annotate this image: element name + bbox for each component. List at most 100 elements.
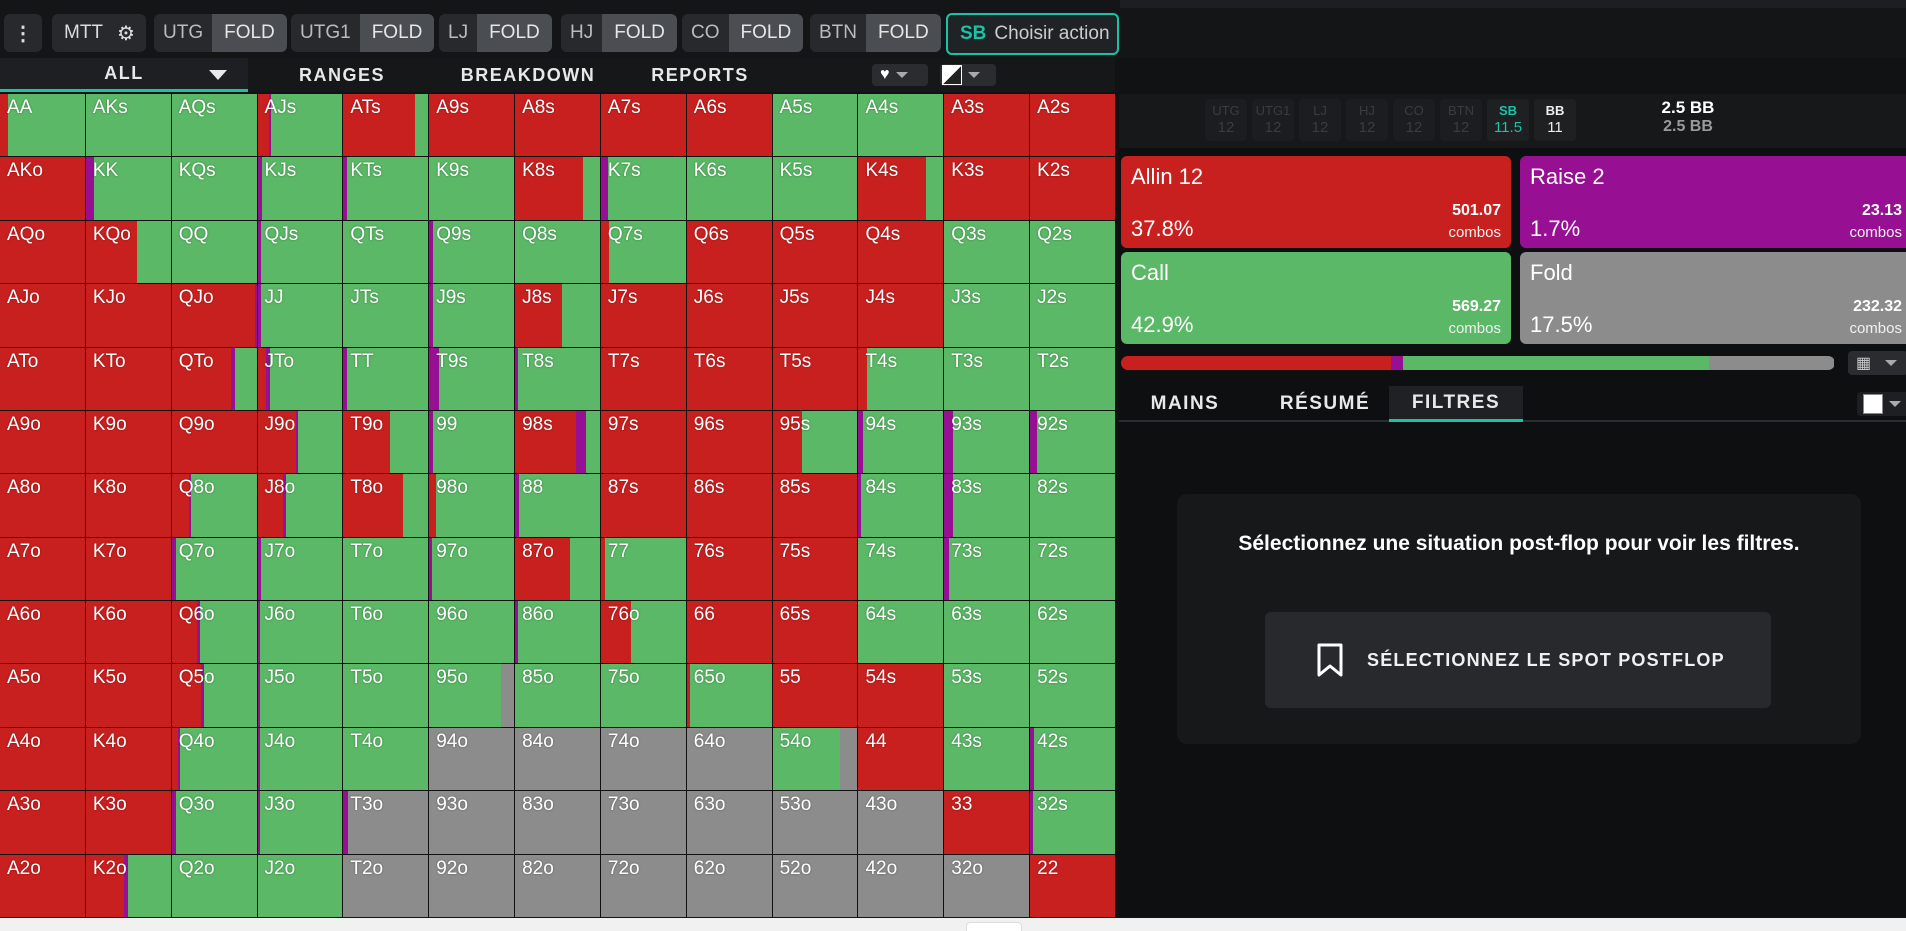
hand-cell[interactable]: Q9s bbox=[429, 220, 515, 284]
stack-sb[interactable]: SB 11.5 bbox=[1487, 99, 1529, 141]
action-card-fold[interactable]: Fold 17.5% 232.32 combos bbox=[1520, 252, 1906, 344]
hand-cell[interactable]: AQs bbox=[171, 94, 257, 157]
hand-cell[interactable]: A4s bbox=[858, 94, 944, 157]
hand-cell[interactable]: T4o bbox=[343, 727, 429, 791]
hand-cell[interactable]: A9o bbox=[0, 410, 85, 474]
position-utg1[interactable]: UTG1 FOLD bbox=[291, 14, 435, 52]
hand-cell[interactable]: AQo bbox=[0, 220, 85, 284]
hand-cell[interactable]: 33 bbox=[944, 791, 1030, 854]
hand-cell[interactable]: 94o bbox=[429, 727, 515, 791]
mtt-settings-button[interactable]: MTT ⚙ bbox=[52, 14, 146, 52]
hand-cell[interactable]: T9s bbox=[429, 347, 515, 410]
hand-cell[interactable]: KQs bbox=[171, 157, 257, 220]
hand-cell[interactable]: K6s bbox=[686, 157, 772, 220]
hand-cell[interactable]: 76o bbox=[600, 601, 686, 664]
hand-cell[interactable]: A5o bbox=[0, 664, 85, 727]
color-mode-dropdown[interactable] bbox=[940, 64, 996, 86]
tab-resume[interactable]: RÉSUMÉ bbox=[1279, 393, 1371, 414]
hand-cell[interactable]: T2o bbox=[343, 854, 429, 917]
hand-cell[interactable]: 97s bbox=[600, 410, 686, 474]
hand-cell[interactable]: A4o bbox=[0, 727, 85, 791]
hand-cell[interactable]: J5s bbox=[772, 284, 858, 347]
hand-cell[interactable]: JJ bbox=[257, 284, 343, 347]
hand-cell[interactable]: 76s bbox=[686, 537, 772, 601]
hand-cell[interactable]: 87o bbox=[515, 537, 600, 601]
hand-cell[interactable]: QQ bbox=[171, 220, 257, 284]
hand-cell[interactable]: AJo bbox=[0, 284, 85, 347]
hand-cell[interactable]: J6o bbox=[257, 601, 343, 664]
hand-cell[interactable]: K9o bbox=[85, 410, 171, 474]
tab-mains[interactable]: MAINS bbox=[1150, 393, 1220, 414]
hand-cell[interactable]: KQo bbox=[85, 220, 171, 284]
hand-cell[interactable]: Q2o bbox=[171, 854, 257, 917]
hand-cell[interactable]: J3s bbox=[944, 284, 1030, 347]
hand-cell[interactable]: 52o bbox=[772, 854, 858, 917]
hand-cell[interactable]: T5s bbox=[772, 347, 858, 410]
action-card-call[interactable]: Call 42.9% 569.27 combos bbox=[1121, 252, 1511, 344]
hand-cell[interactable]: K3s bbox=[944, 157, 1030, 220]
hand-cell[interactable]: JTo bbox=[257, 347, 343, 410]
display-mode-dropdown[interactable] bbox=[1857, 392, 1906, 416]
hand-cell[interactable]: 83s bbox=[944, 474, 1030, 537]
hand-cell[interactable]: A3o bbox=[0, 791, 85, 854]
hand-cell[interactable]: K7o bbox=[85, 537, 171, 601]
hand-cell[interactable]: TT bbox=[343, 347, 429, 410]
hand-cell[interactable]: A9s bbox=[429, 94, 515, 157]
hand-cell[interactable]: QJo bbox=[171, 284, 257, 347]
hand-cell[interactable]: 55 bbox=[772, 664, 858, 727]
hand-cell[interactable]: 53s bbox=[944, 664, 1030, 727]
hand-cell[interactable]: 43s bbox=[944, 727, 1030, 791]
hand-cell[interactable]: T4s bbox=[858, 347, 944, 410]
hand-cell[interactable]: K2o bbox=[85, 854, 171, 917]
hand-cell[interactable]: AA bbox=[0, 94, 85, 157]
hand-cell[interactable]: Q7o bbox=[171, 537, 257, 601]
hand-cell[interactable]: K3o bbox=[85, 791, 171, 854]
hand-cell[interactable]: T3s bbox=[944, 347, 1030, 410]
hand-cell[interactable]: K9s bbox=[429, 157, 515, 220]
hand-cell[interactable]: JTs bbox=[343, 284, 429, 347]
hand-cell[interactable]: 83o bbox=[515, 791, 600, 854]
hand-cell[interactable]: 63o bbox=[686, 791, 772, 854]
hand-cell[interactable]: QTo bbox=[171, 347, 257, 410]
stack-utg[interactable]: UTG 12 bbox=[1205, 99, 1247, 141]
hand-cell[interactable]: Q4s bbox=[858, 220, 944, 284]
hand-cell[interactable]: K7s bbox=[600, 157, 686, 220]
hand-cell[interactable]: J7o bbox=[257, 537, 343, 601]
hand-cell[interactable]: Q6o bbox=[171, 601, 257, 664]
hand-cell[interactable]: 64s bbox=[858, 601, 944, 664]
hand-cell[interactable]: A8s bbox=[515, 94, 600, 157]
hand-cell[interactable]: 95s bbox=[772, 410, 858, 474]
hand-cell[interactable]: 94s bbox=[858, 410, 944, 474]
hand-cell[interactable]: 73o bbox=[600, 791, 686, 854]
hand-cell[interactable]: T6o bbox=[343, 601, 429, 664]
hand-cell[interactable]: Q5o bbox=[171, 664, 257, 727]
hand-cell[interactable]: 92o bbox=[429, 854, 515, 917]
hand-cell[interactable]: KTo bbox=[85, 347, 171, 410]
hand-cell[interactable]: K8o bbox=[85, 474, 171, 537]
hand-cell[interactable]: J9o bbox=[257, 410, 343, 474]
hand-cell[interactable]: A3s bbox=[944, 94, 1030, 157]
hand-cell[interactable]: J3o bbox=[257, 791, 343, 854]
hand-cell[interactable]: 32s bbox=[1030, 791, 1115, 854]
hand-cell[interactable]: 88 bbox=[515, 474, 600, 537]
position-btn[interactable]: BTN FOLD bbox=[810, 14, 941, 52]
hand-cell[interactable]: 95o bbox=[429, 664, 515, 727]
position-utg[interactable]: UTG FOLD bbox=[154, 14, 287, 52]
hand-cell[interactable]: 43o bbox=[858, 791, 944, 854]
hand-cell[interactable]: 52s bbox=[1030, 664, 1115, 727]
hand-cell[interactable]: 64o bbox=[686, 727, 772, 791]
hand-cell[interactable]: K4o bbox=[85, 727, 171, 791]
hand-cell[interactable]: AKs bbox=[85, 94, 171, 157]
hand-cell[interactable]: Q4o bbox=[171, 727, 257, 791]
hand-cell[interactable]: KK bbox=[85, 157, 171, 220]
hand-cell[interactable]: A7o bbox=[0, 537, 85, 601]
select-postflop-spot-button[interactable]: SÉLECTIONNEZ LE SPOT POSTFLOP bbox=[1265, 612, 1771, 708]
hand-cell[interactable]: 96o bbox=[429, 601, 515, 664]
hand-cell[interactable]: T7s bbox=[600, 347, 686, 410]
grid-view-dropdown[interactable]: ▦ bbox=[1848, 351, 1906, 375]
hand-cell[interactable]: 72s bbox=[1030, 537, 1115, 601]
hand-cell[interactable]: QTs bbox=[343, 220, 429, 284]
hand-cell[interactable]: 84s bbox=[858, 474, 944, 537]
hand-cell[interactable]: 82o bbox=[515, 854, 600, 917]
hand-cell[interactable]: 73s bbox=[944, 537, 1030, 601]
